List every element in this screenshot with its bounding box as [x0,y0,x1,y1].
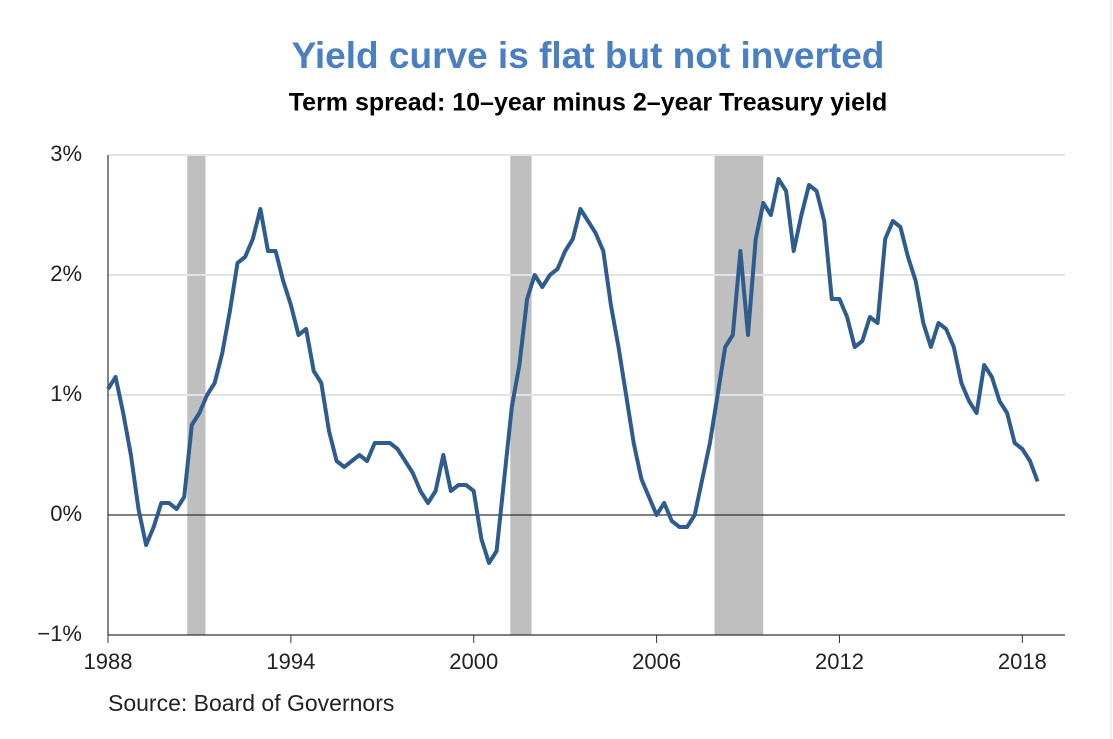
source-note: Source: Board of Governors [108,690,394,716]
spread-line [106,177,1040,565]
x-tick-label: 2012 [815,649,864,674]
y-tick-label: 3% [50,141,82,166]
x-tick-label: 1988 [84,649,133,674]
x-tick-label: 2000 [449,649,498,674]
x-tick-label: 2006 [632,649,681,674]
chart-subtitle: Term spread: 10–year minus 2–year Treasu… [289,89,888,117]
x-tick-label: 1994 [266,649,315,674]
x-tick-label: 2018 [998,649,1047,674]
y-tick-label: −1% [37,621,82,646]
y-tick-label: 0% [50,501,82,526]
y-tick-label: 2% [50,261,82,286]
chart-title: Yield curve is flat but not inverted [292,35,885,76]
y-tick-label: 1% [50,381,82,406]
